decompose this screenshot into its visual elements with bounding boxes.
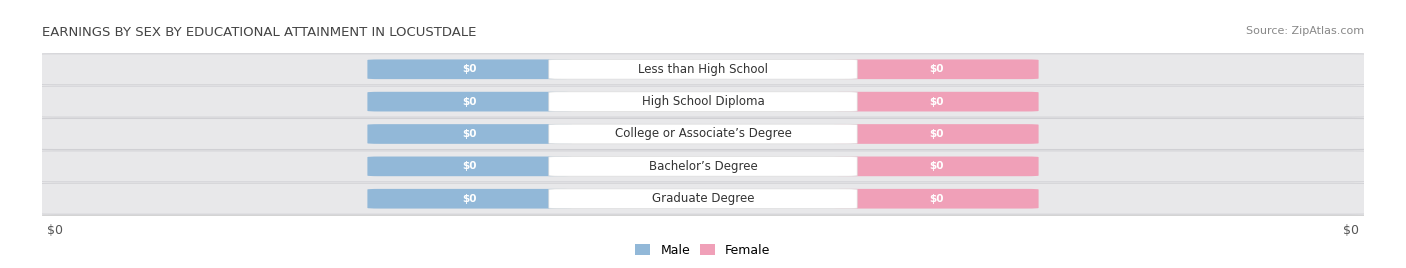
Text: $0: $0 xyxy=(463,194,477,204)
FancyBboxPatch shape xyxy=(834,92,1039,111)
FancyBboxPatch shape xyxy=(30,118,1376,150)
FancyBboxPatch shape xyxy=(548,59,858,79)
FancyBboxPatch shape xyxy=(548,124,858,144)
Text: $0: $0 xyxy=(929,194,943,204)
FancyBboxPatch shape xyxy=(30,54,1376,85)
FancyBboxPatch shape xyxy=(548,157,858,176)
Text: $0: $0 xyxy=(929,97,943,107)
Legend: Male, Female: Male, Female xyxy=(630,239,776,262)
FancyBboxPatch shape xyxy=(30,183,1376,214)
FancyBboxPatch shape xyxy=(834,157,1039,176)
Text: $0: $0 xyxy=(929,129,943,139)
Text: Less than High School: Less than High School xyxy=(638,63,768,76)
Text: High School Diploma: High School Diploma xyxy=(641,95,765,108)
FancyBboxPatch shape xyxy=(30,86,1376,117)
Text: Source: ZipAtlas.com: Source: ZipAtlas.com xyxy=(1246,26,1364,36)
Text: $0: $0 xyxy=(463,97,477,107)
Text: College or Associate’s Degree: College or Associate’s Degree xyxy=(614,128,792,140)
FancyBboxPatch shape xyxy=(834,59,1039,79)
Text: Bachelor’s Degree: Bachelor’s Degree xyxy=(648,160,758,173)
Text: $0: $0 xyxy=(929,64,943,74)
FancyBboxPatch shape xyxy=(834,124,1039,144)
FancyBboxPatch shape xyxy=(367,157,572,176)
FancyBboxPatch shape xyxy=(367,124,572,144)
FancyBboxPatch shape xyxy=(548,92,858,111)
Text: EARNINGS BY SEX BY EDUCATIONAL ATTAINMENT IN LOCUSTDALE: EARNINGS BY SEX BY EDUCATIONAL ATTAINMEN… xyxy=(42,26,477,39)
FancyBboxPatch shape xyxy=(367,189,572,209)
Text: $0: $0 xyxy=(463,161,477,171)
Text: Graduate Degree: Graduate Degree xyxy=(652,192,754,205)
FancyBboxPatch shape xyxy=(367,59,572,79)
Text: $0: $0 xyxy=(463,129,477,139)
FancyBboxPatch shape xyxy=(30,151,1376,182)
FancyBboxPatch shape xyxy=(367,92,572,111)
FancyBboxPatch shape xyxy=(548,189,858,209)
Text: $0: $0 xyxy=(929,161,943,171)
FancyBboxPatch shape xyxy=(834,189,1039,209)
Text: $0: $0 xyxy=(463,64,477,74)
